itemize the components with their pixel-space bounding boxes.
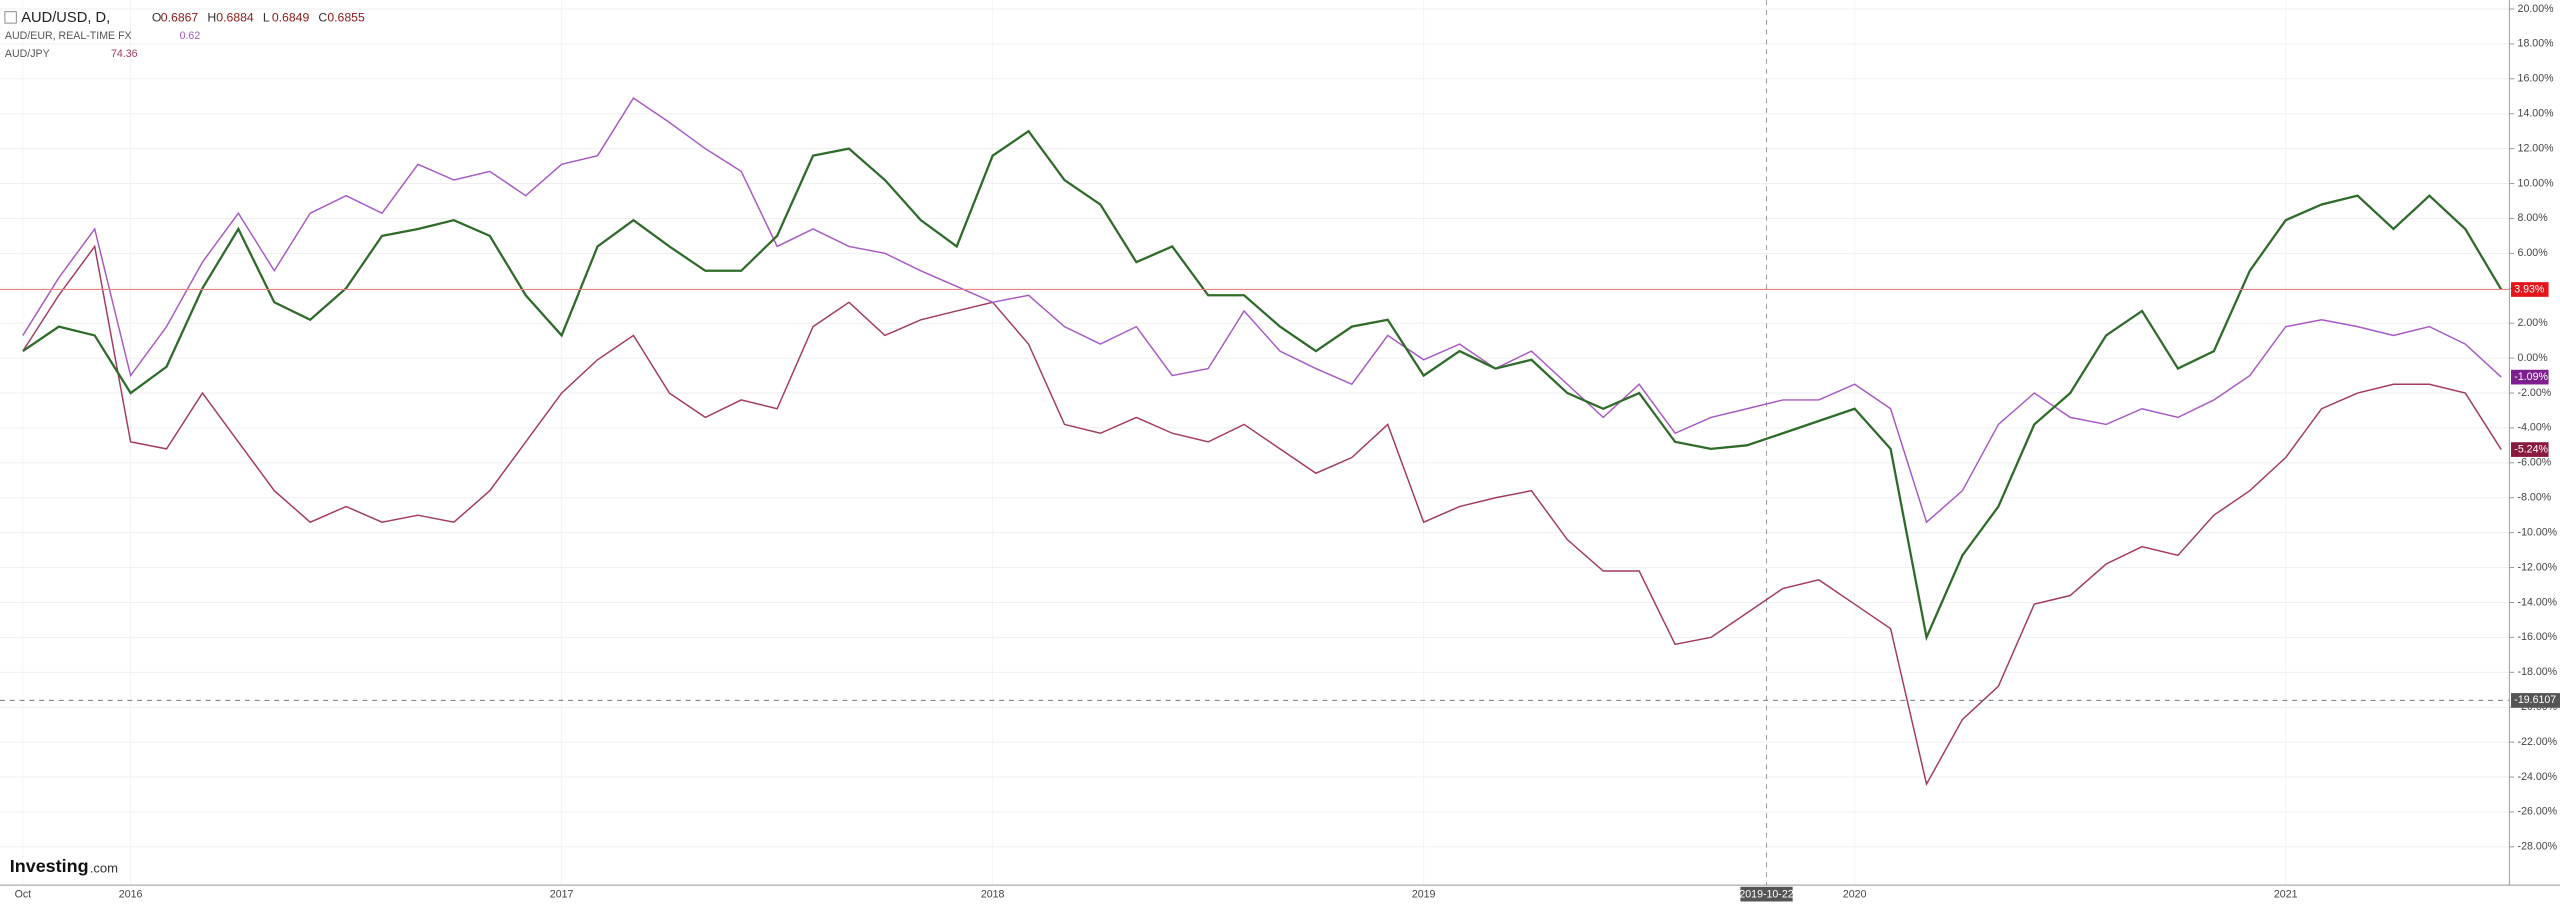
logo-main: Investing xyxy=(10,856,89,876)
logo: Investing .com xyxy=(10,856,118,876)
ohlc-value: 0.6855 xyxy=(327,10,365,24)
y-tick-label: -10.00% xyxy=(2518,526,2558,538)
ohlc-key: O xyxy=(152,10,162,24)
y-tick-label: 10.00% xyxy=(2518,177,2555,189)
symbol: AUD/USD, D, xyxy=(21,10,110,26)
logo-suffix: .com xyxy=(90,860,118,875)
x-tick-label: 2018 xyxy=(981,889,1005,901)
x-tick-label: Oct xyxy=(15,889,32,901)
y-tick-label: 8.00% xyxy=(2518,212,2549,224)
ohlc-value: 0.6849 xyxy=(272,10,310,24)
crosshair-x-label: 2019-10-22 xyxy=(1739,889,1793,901)
y-tick-label: -22.00% xyxy=(2518,736,2558,748)
y-tick-label: -24.00% xyxy=(2518,771,2558,783)
last-value-tag xyxy=(2511,369,2549,385)
y-tick-label: -6.00% xyxy=(2518,457,2552,469)
crosshair-y-tag xyxy=(2511,693,2560,708)
y-tick-label: 2.00% xyxy=(2518,317,2549,329)
y-tick-label: -28.00% xyxy=(2518,841,2558,853)
y-tick-label: -14.00% xyxy=(2518,596,2558,608)
legend-entry: AUD/EUR, REAL-TIME FX xyxy=(5,30,132,42)
legend-quote: 74.36 xyxy=(111,48,138,60)
y-tick-label: 16.00% xyxy=(2518,73,2555,85)
header: AUD/USD, D, O 0.6867 H 0.6884 L 0.6849 C 0.6855… xyxy=(4,10,365,60)
series-line xyxy=(22,244,2502,787)
y-tick-label: 6.00% xyxy=(2518,247,2549,259)
x-tick-label: 2019 xyxy=(1412,889,1436,901)
y-tick-label: -4.00% xyxy=(2518,422,2552,434)
ohlc: O 0.6867 H 0.6884 L 0.6849 C 0.6855 xyxy=(152,10,365,24)
crosshair-y-label: -19.6107 xyxy=(2514,694,2556,706)
series-line xyxy=(22,97,2502,524)
y-tick-label: 14.00% xyxy=(2518,108,2555,120)
x-tick-label: 2016 xyxy=(119,889,143,901)
legend-entry: AUD/JPY xyxy=(5,48,50,60)
y-tick-label: 20.00% xyxy=(2518,3,2555,15)
last-value-tag xyxy=(2511,442,2549,457)
x-tick-label: 2020 xyxy=(1843,889,1867,901)
y-tick-label: -8.00% xyxy=(2518,492,2552,504)
ohlc-key: H xyxy=(207,10,216,24)
last-value-label: -5.24% xyxy=(2514,443,2548,455)
grid xyxy=(0,0,2510,886)
y-tick-label: -18.00% xyxy=(2518,666,2558,678)
axes: 20.00% 18.00% 16.00% 14.00% 12.00% 10.00% 8.00… xyxy=(15,3,2560,902)
plot-area xyxy=(0,0,2510,886)
y-tick-label: 0.00% xyxy=(2518,352,2549,364)
legend-quote: 0.62 xyxy=(180,30,201,42)
last-value-label: 3.93% xyxy=(2514,283,2545,295)
last-value-tag xyxy=(2511,282,2549,297)
x-tick-label: 2021 xyxy=(2274,889,2298,901)
y-tick-label: -16.00% xyxy=(2518,631,2558,643)
crosshair-x-tag xyxy=(1740,886,1793,902)
ohlc-value: 0.6867 xyxy=(161,10,199,24)
collapse-icon[interactable] xyxy=(4,11,17,24)
last-value-label: -1.09% xyxy=(2514,371,2548,383)
y-tick-label: -26.00% xyxy=(2518,806,2558,818)
y-tick-label: 12.00% xyxy=(2518,142,2555,154)
y-tick-label: 18.00% xyxy=(2518,38,2555,50)
y-tick-label: -12.00% xyxy=(2518,561,2558,573)
y-tick-label: -2.00% xyxy=(2518,387,2552,399)
x-tick-label: 2017 xyxy=(550,889,574,901)
series-line xyxy=(22,129,2503,642)
ohlc-value: 0.6884 xyxy=(216,10,254,24)
ohlc-key: C xyxy=(318,10,327,24)
ohlc-key: L xyxy=(263,10,270,24)
